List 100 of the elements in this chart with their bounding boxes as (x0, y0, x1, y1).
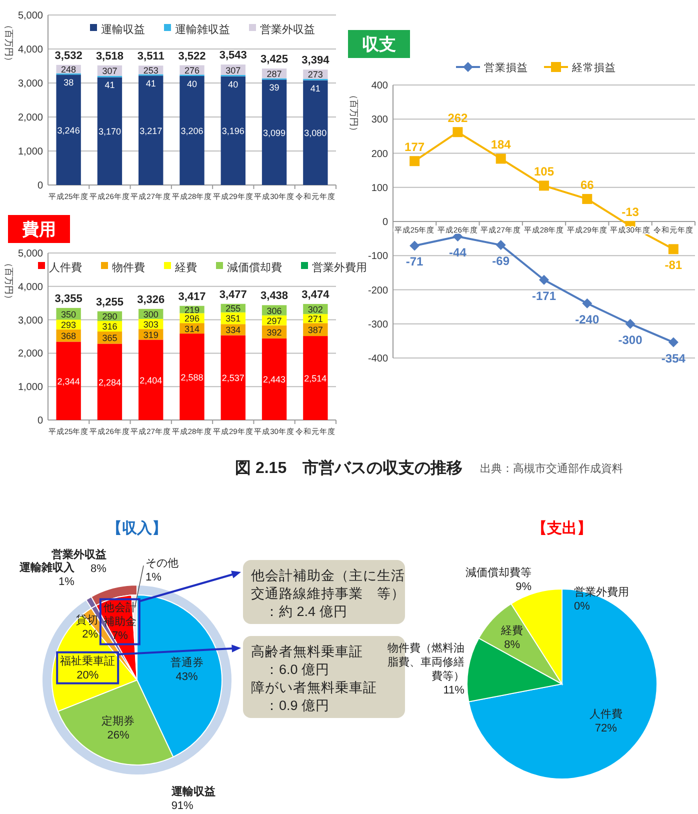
y-axis-title: （百万円） (349, 90, 359, 136)
data-label: 276 (184, 65, 200, 76)
y-tick-label: 100 (371, 182, 388, 194)
y-axis-title: （百万円） (4, 258, 14, 304)
y-tick-label: 4,000 (18, 282, 44, 293)
data-label: 365 (102, 333, 118, 344)
data-label: 20% (76, 669, 99, 682)
bar (180, 76, 204, 185)
total-label: 3,543 (219, 50, 247, 62)
slice-label: 経費 (500, 624, 524, 638)
data-label: -240 (575, 312, 600, 326)
text: 高齢者無料乗車証：6.0 億円 (251, 644, 363, 677)
data-label: -69 (492, 254, 510, 268)
data-label: 3,099 (263, 128, 286, 138)
y-tick-label: -400 (368, 354, 388, 364)
data-label: 3,206 (180, 126, 204, 136)
total-label: 3,255 (96, 296, 124, 308)
legend-label: 物件費 (112, 261, 145, 274)
data-label: 8% (504, 639, 520, 652)
point (625, 318, 636, 329)
legend-label: 運輸収益 (101, 23, 145, 36)
data-label: -71 (406, 254, 424, 269)
data-label: 9% (516, 581, 532, 594)
data-label: 314 (184, 324, 200, 334)
text: 他会計補助金（主に生活交通路線維持事業 等）：約 2.4 億円 (251, 568, 405, 619)
data-label: 302 (308, 304, 323, 315)
data-label: 306 (266, 306, 282, 316)
slice-label: その他 (146, 558, 179, 570)
bar (220, 335, 246, 420)
slice-label: 運輸収益 (170, 785, 216, 798)
bar (138, 340, 164, 420)
data-label: 334 (226, 325, 241, 336)
data-label: 300 (143, 309, 158, 320)
data-label: 387 (308, 325, 323, 336)
data-label: 3,246 (57, 125, 80, 136)
data-label: 66 (580, 178, 594, 192)
data-label: 38 (64, 78, 74, 88)
total-label: 3,474 (302, 288, 330, 301)
source-note: 出典：高槻市交通部作成資料 (480, 462, 623, 475)
y-tick-label: 400 (371, 80, 388, 92)
data-label: 350 (61, 309, 76, 320)
total-label: 3,511 (137, 50, 164, 63)
data-label: 3,170 (98, 126, 121, 137)
data-label: 303 (143, 319, 158, 330)
data-label: 253 (143, 65, 158, 76)
y-tick-label: 300 (371, 114, 388, 126)
bar (56, 74, 81, 185)
data-label: 11% (443, 684, 465, 697)
data-label: 177 (404, 140, 425, 154)
y-tick-label: 3,000 (18, 315, 44, 326)
data-label: 290 (102, 312, 118, 322)
data-label: 2,284 (98, 377, 121, 388)
data-label: 368 (61, 331, 76, 342)
text: 図 2.15 市営バスの収支の推移 (235, 459, 463, 477)
data-label: 2,344 (57, 376, 80, 386)
data-label: 41 (310, 83, 320, 94)
total-label: 3,438 (260, 290, 288, 302)
data-label: 41 (104, 80, 115, 90)
data-label: 39 (269, 82, 280, 93)
y-axis-title: （百万円） (4, 20, 14, 66)
y-tick-label: 5,000 (18, 248, 44, 260)
legend-label: 経費 (174, 261, 197, 274)
bar (303, 336, 328, 420)
pie-slice (468, 588, 658, 780)
data-label: 351 (226, 314, 241, 324)
y-tick-label: 5,000 (18, 10, 44, 22)
slice-label: 定期券 (102, 714, 135, 728)
data-label: -354 (661, 351, 686, 366)
data-label: 316 (102, 322, 118, 332)
total-label: 3,326 (137, 294, 165, 306)
bar (180, 334, 204, 420)
point (452, 127, 463, 138)
chart-title: 費用 (21, 220, 56, 239)
slice-label: 貸切 (76, 613, 98, 626)
y-tick-label: 4,000 (18, 44, 44, 56)
data-label: 307 (102, 66, 118, 76)
y-tick-label: 2,000 (18, 348, 44, 360)
bar (97, 344, 122, 420)
total-label: 3,532 (54, 50, 82, 62)
data-label: 293 (61, 320, 76, 330)
data-label: 3,217 (140, 126, 162, 136)
point (496, 154, 506, 164)
data-label: 297 (266, 316, 282, 326)
chart-title: 収支 (362, 35, 396, 54)
legend-label: 営業外費用 (312, 261, 367, 274)
data-label: 1% (146, 572, 162, 584)
chart-title: 【支出】 (532, 520, 592, 537)
y-tick-label: -100 (368, 251, 388, 262)
legend-label: 人件費 (49, 261, 82, 274)
legend-label: 経常損益 (571, 61, 616, 74)
bar (97, 77, 122, 185)
data-label: 219 (184, 305, 200, 316)
slice-label: 運輸雑収入 (18, 561, 76, 574)
data-label: 26% (107, 729, 130, 742)
y-tick-label: 0 (37, 416, 44, 426)
point (582, 298, 592, 308)
bar (262, 338, 287, 420)
legend-label: 営業外収益 (260, 23, 315, 36)
legend-label: 運輸雑収益 (175, 23, 230, 36)
bar (303, 80, 328, 185)
